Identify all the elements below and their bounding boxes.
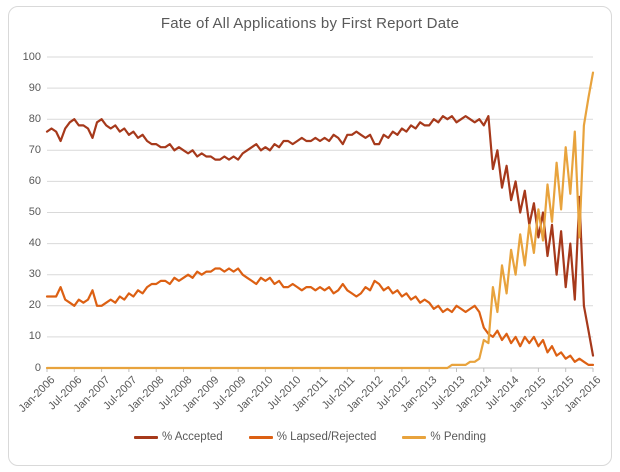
y-tick-label: 30 [28, 268, 41, 281]
series-line-accepted [45, 114, 595, 357]
series-line-lapsed-rejected [45, 267, 595, 366]
legend-item-lapsed-rejected: % Lapsed/Rejected [248, 431, 377, 443]
y-tick-label: 20 [28, 299, 41, 312]
y-tick-label: 10 [28, 330, 41, 343]
lapsed-rejected-line-swatch [248, 435, 273, 439]
legend-item-pending: % Pending [402, 431, 486, 443]
y-tick-label: 0 [34, 361, 41, 374]
y-tick-label: 90 [28, 81, 41, 94]
legend-label-lapsed-rejected: % Lapsed/Rejected [276, 431, 377, 443]
y-tick-label: 60 [28, 174, 41, 187]
legend-label-accepted: % Accepted [161, 431, 223, 443]
legend-label-pending: % Pending [430, 431, 487, 443]
y-tick-label: 100 [22, 50, 41, 63]
y-tick-label: 70 [28, 143, 41, 156]
legend-item-accepted: % Accepted [133, 431, 223, 443]
y-tick-label: 80 [28, 112, 41, 125]
legend: % Accepted % Lapsed/Rejected % Pending [0, 431, 620, 443]
y-tick-label: 50 [28, 206, 41, 218]
chart-title: Fate of All Applications by First Report… [160, 15, 460, 32]
series-line-pending [45, 71, 595, 370]
accepted-line-swatch [133, 435, 158, 439]
chart-frame [8, 6, 612, 466]
y-tick-label: 40 [28, 237, 41, 250]
pending-line-swatch [402, 435, 427, 439]
